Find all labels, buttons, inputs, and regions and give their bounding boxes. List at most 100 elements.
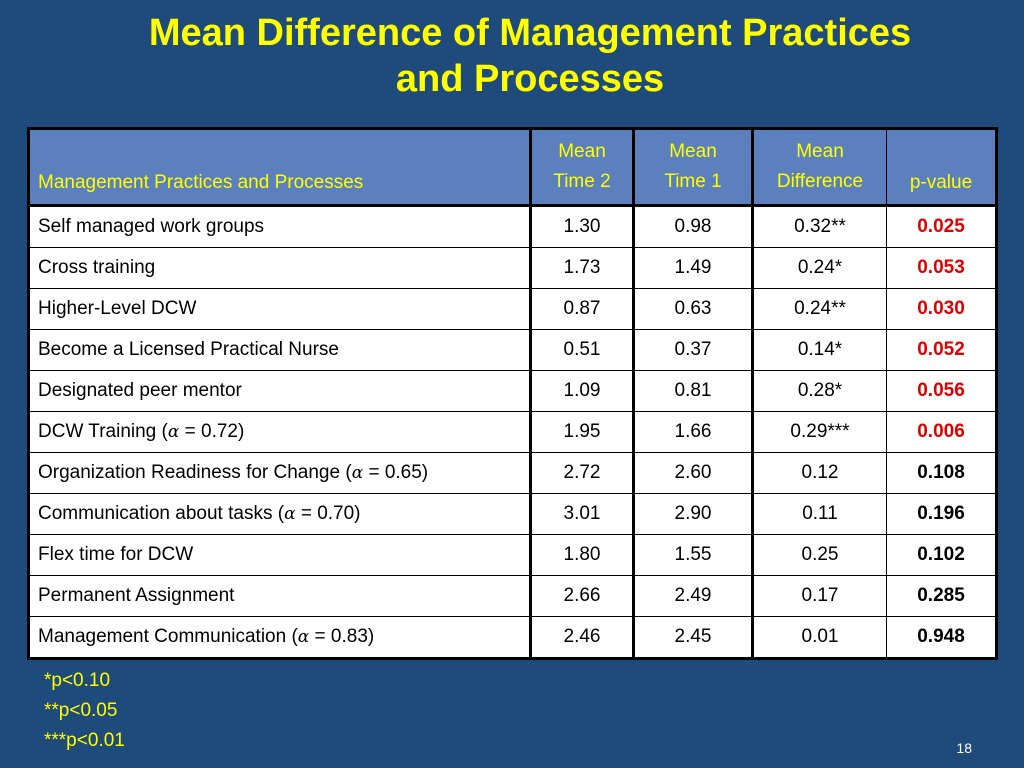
practice-name-text: Cross training bbox=[38, 257, 156, 278]
cell-p-value: 0.102 bbox=[886, 534, 997, 576]
table-row: Higher-Level DCW 0.87 0.63 0.24** 0.030 bbox=[28, 288, 997, 330]
table-body: Self managed work groups 1.30 0.98 0.32** 0.… bbox=[28, 205, 997, 659]
cell-p-value: 0.056 bbox=[886, 370, 997, 412]
header-mean-difference: Mean Difference bbox=[751, 128, 887, 207]
cell-practice-name: Organization Readiness for Change (α = 0… bbox=[28, 452, 531, 494]
table-row: Self managed work groups 1.30 0.98 0.32** 0.… bbox=[28, 205, 997, 248]
cell-mean-time-1: 0.81 bbox=[632, 370, 753, 412]
cell-mean-difference: 0.12 bbox=[751, 452, 887, 494]
alpha-value-text: = 0.72) bbox=[179, 421, 245, 442]
cell-mean-time-1: 2.45 bbox=[632, 616, 753, 659]
header-management-practices: Management Practices and Processes bbox=[28, 128, 531, 207]
cell-mean-time-1: 1.49 bbox=[632, 247, 753, 289]
cell-practice-name: Communication about tasks (α = 0.70) bbox=[28, 493, 531, 535]
cell-mean-time-2: 2.66 bbox=[529, 575, 634, 617]
cell-mean-time-1: 2.49 bbox=[632, 575, 753, 617]
cell-p-value: 0.196 bbox=[886, 493, 997, 535]
header-mean-time-2-line-2: Time 2 bbox=[553, 171, 611, 192]
alpha-value-text: = 0.70) bbox=[295, 503, 361, 524]
table-row: DCW Training (α = 0.72) 1.95 1.66 0.29*** 0.… bbox=[28, 411, 997, 453]
cell-p-value: 0.030 bbox=[886, 288, 997, 330]
cell-mean-time-2: 1.30 bbox=[529, 205, 634, 248]
alpha-symbol: α bbox=[167, 422, 180, 442]
slide-title: Mean Difference of Management Practices … bbox=[60, 10, 1000, 102]
table-row: Organization Readiness for Change (α = 0… bbox=[28, 452, 997, 494]
header-mean-time-1-line-2: Time 1 bbox=[664, 171, 722, 192]
results-table: Management Practices and Processes Mean … bbox=[27, 127, 998, 660]
cell-mean-time-2: 1.95 bbox=[529, 411, 634, 453]
cell-mean-time-1: 1.55 bbox=[632, 534, 753, 576]
table-row: Communication about tasks (α = 0.70) 3.01… bbox=[28, 493, 997, 535]
cell-mean-time-2: 3.01 bbox=[529, 493, 634, 535]
alpha-value-text: = 0.65) bbox=[363, 462, 429, 483]
cell-mean-time-2: 1.80 bbox=[529, 534, 634, 576]
cell-mean-time-2: 0.51 bbox=[529, 329, 634, 371]
practice-name-text: Communication about tasks ( bbox=[38, 503, 285, 524]
alpha-symbol: α bbox=[351, 463, 364, 483]
note-p-010: *p<0.10 bbox=[44, 670, 111, 691]
cell-p-value: 0.285 bbox=[886, 575, 997, 617]
note-p-005: **p<0.05 bbox=[44, 700, 118, 721]
header-mean-difference-line-1: Mean bbox=[796, 141, 844, 162]
cell-mean-time-2: 1.09 bbox=[529, 370, 634, 412]
cell-p-value: 0.053 bbox=[886, 247, 997, 289]
cell-p-value: 0.052 bbox=[886, 329, 997, 371]
cell-p-value: 0.025 bbox=[886, 205, 997, 248]
alpha-value-text: = 0.83) bbox=[309, 626, 375, 647]
cell-mean-difference: 0.01 bbox=[751, 616, 887, 659]
header-mean-time-1: Mean Time 1 bbox=[632, 128, 753, 207]
cell-practice-name: Higher-Level DCW bbox=[28, 288, 531, 330]
alpha-symbol: α bbox=[284, 504, 296, 524]
slide-title-line-1: Mean Difference of Management Practices bbox=[148, 12, 912, 54]
cell-mean-time-1: 0.98 bbox=[632, 205, 753, 248]
header-mean-time-2: Mean Time 2 bbox=[529, 128, 634, 207]
cell-practice-name: Management Communication (α = 0.83) bbox=[28, 616, 531, 659]
practice-name-text: Management Communication ( bbox=[38, 626, 298, 647]
cell-p-value: 0.006 bbox=[886, 411, 997, 453]
cell-practice-name: Cross training bbox=[28, 247, 531, 289]
practice-name-text: Permanent Assignment bbox=[38, 585, 235, 606]
practice-name-text: Designated peer mentor bbox=[38, 380, 242, 401]
practice-name-text: Become a Licensed Practical Nurse bbox=[38, 339, 339, 360]
cell-mean-difference: 0.24* bbox=[751, 247, 887, 289]
cell-mean-difference: 0.28* bbox=[751, 370, 887, 412]
cell-mean-difference: 0.24** bbox=[751, 288, 887, 330]
cell-mean-time-2: 2.46 bbox=[529, 616, 634, 659]
cell-practice-name: Designated peer mentor bbox=[28, 370, 531, 412]
cell-practice-name: Self managed work groups bbox=[28, 205, 531, 248]
practice-name-text: Higher-Level DCW bbox=[38, 298, 197, 319]
table-header-row: Management Practices and Processes Mean … bbox=[28, 128, 997, 207]
cell-mean-difference: 0.17 bbox=[751, 575, 887, 617]
cell-mean-time-1: 1.66 bbox=[632, 411, 753, 453]
header-p-value: p-value bbox=[886, 128, 997, 207]
table-row: Cross training 1.73 1.49 0.24* 0.053 bbox=[28, 247, 997, 289]
cell-mean-time-2: 1.73 bbox=[529, 247, 634, 289]
practice-name-text: Self managed work groups bbox=[38, 216, 265, 237]
cell-mean-time-2: 2.72 bbox=[529, 452, 634, 494]
cell-mean-time-1: 0.37 bbox=[632, 329, 753, 371]
header-mean-difference-line-2: Difference bbox=[776, 171, 864, 192]
significance-notes: *p<0.10 **p<0.05 ***p<0.01 bbox=[44, 666, 125, 756]
cell-mean-difference: 0.32** bbox=[751, 205, 887, 248]
alpha-symbol: α bbox=[297, 627, 310, 647]
table-row: Designated peer mentor 1.09 0.81 0.28* 0.056 bbox=[28, 370, 997, 412]
cell-practice-name: Flex time for DCW bbox=[28, 534, 531, 576]
practice-name-text: Organization Readiness for Change ( bbox=[38, 462, 352, 483]
table-row: Flex time for DCW 1.80 1.55 0.25 0.102 bbox=[28, 534, 997, 576]
practice-name-text: DCW Training ( bbox=[38, 421, 168, 442]
table-row: Management Communication (α = 0.83) 2.46 2… bbox=[28, 616, 997, 659]
practice-name-text: Flex time for DCW bbox=[38, 544, 194, 565]
note-p-001: ***p<0.01 bbox=[44, 730, 125, 751]
cell-practice-name: Permanent Assignment bbox=[28, 575, 531, 617]
cell-mean-difference: 0.14* bbox=[751, 329, 887, 371]
cell-p-value: 0.948 bbox=[886, 616, 997, 659]
cell-mean-time-1: 0.63 bbox=[632, 288, 753, 330]
slide-title-line-2: and Processes bbox=[395, 58, 665, 100]
table-row: Permanent Assignment 2.66 2.49 0.17 0.285 bbox=[28, 575, 997, 617]
cell-practice-name: Become a Licensed Practical Nurse bbox=[28, 329, 531, 371]
cell-p-value: 0.108 bbox=[886, 452, 997, 494]
header-mean-time-2-line-1: Mean bbox=[558, 141, 606, 162]
cell-practice-name: DCW Training (α = 0.72) bbox=[28, 411, 531, 453]
cell-mean-difference: 0.11 bbox=[751, 493, 887, 535]
page-number: 18 bbox=[956, 740, 972, 756]
